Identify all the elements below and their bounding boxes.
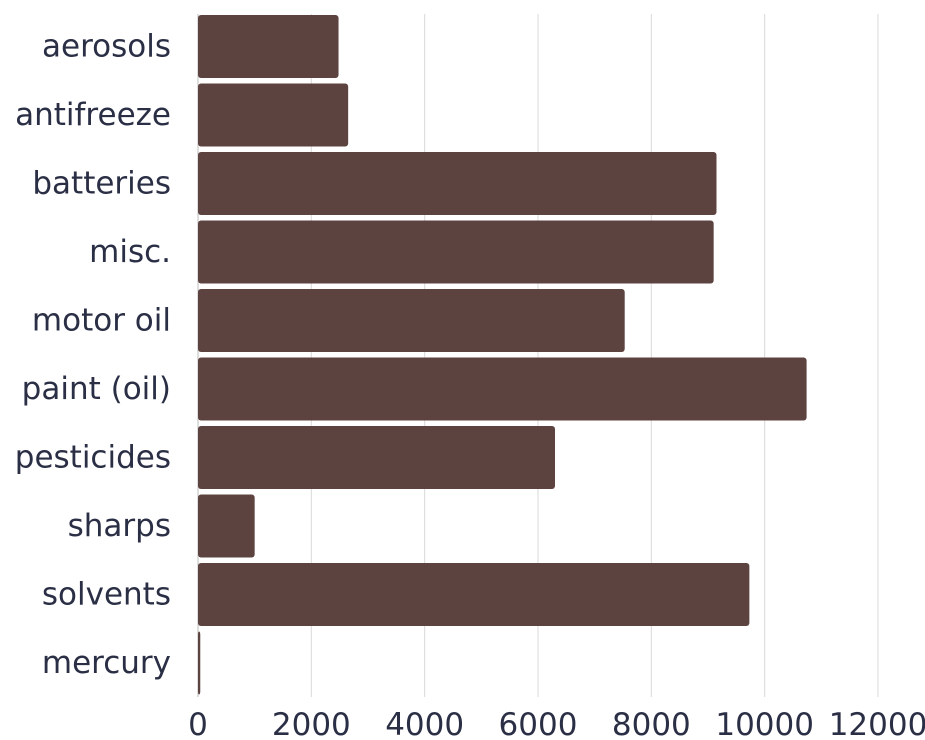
x-tick-label: 10000 xyxy=(715,707,814,740)
bars xyxy=(198,15,807,695)
x-tick-label: 0 xyxy=(188,707,208,740)
category-label: misc. xyxy=(89,234,171,270)
category-label: paint (oil) xyxy=(22,371,171,407)
category-label: mercury xyxy=(42,645,171,681)
x-tick-label: 12000 xyxy=(829,707,925,740)
bar-motor-oil xyxy=(198,289,625,352)
x-tick-label: 8000 xyxy=(612,707,691,740)
category-label: aerosols xyxy=(42,29,171,65)
bar-sharps xyxy=(198,494,255,558)
bar-antifreeze xyxy=(198,83,349,147)
category-label: pesticides xyxy=(15,440,171,476)
category-labels: aerosols antifreeze batteries misc. motor oi… xyxy=(15,29,171,682)
bar-solvents xyxy=(198,563,750,626)
bar-batteries xyxy=(198,152,717,215)
bar-paint-oil xyxy=(198,357,807,421)
bar-misc xyxy=(198,220,714,284)
x-tick-label: 4000 xyxy=(385,707,464,740)
category-label: antifreeze xyxy=(15,97,171,133)
bar-pesticides xyxy=(198,426,555,489)
category-label: motor oil xyxy=(32,303,171,339)
x-tick-label: 6000 xyxy=(499,707,578,740)
category-label: solvents xyxy=(42,577,171,613)
category-label: sharps xyxy=(68,508,171,544)
bar-aerosols xyxy=(198,15,339,78)
category-label: batteries xyxy=(32,166,171,202)
x-tick-label: 2000 xyxy=(272,707,351,740)
bar-mercury xyxy=(198,631,201,695)
x-tick-labels: 0 2000 4000 6000 8000 10000 12000 xyxy=(188,707,925,740)
